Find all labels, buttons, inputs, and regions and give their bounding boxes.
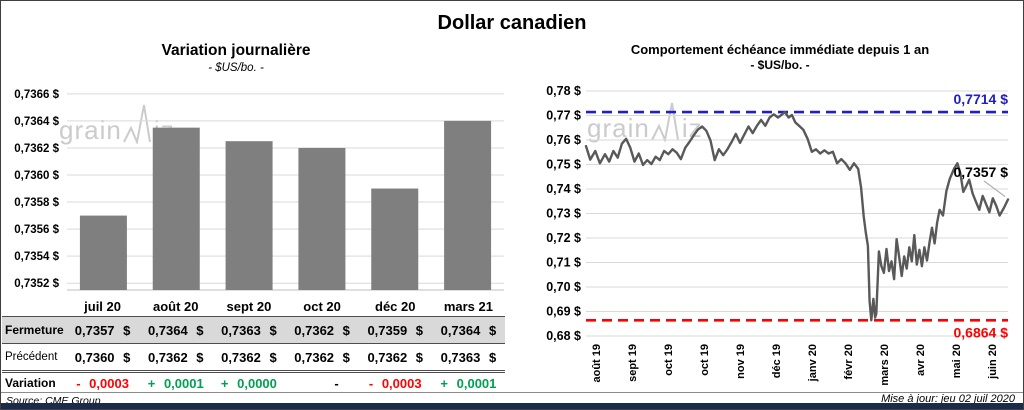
svg-text:déc 19: déc 19	[771, 344, 783, 378]
svg-text:0,73 $: 0,73 $	[546, 207, 581, 221]
table-row-precedent: Précédent 0,7360 $ 0,7362 $ 0,7362 $ 0,7362 …	[2, 344, 505, 373]
row-label-precedent: Précédent	[5, 351, 58, 363]
svg-text:nov 19: nov 19	[735, 344, 747, 379]
update-note: Mise à jour: jeu 02 juil 2020	[881, 393, 1015, 405]
precedent-value: 0,7362 $	[221, 349, 277, 365]
svg-text:janv 20: janv 20	[807, 344, 819, 382]
page-title: Dollar canadien	[437, 12, 587, 34]
variation-value: - 0,0003	[76, 375, 129, 391]
bar-mars 21	[444, 120, 492, 290]
svg-text:0,7356 $: 0,7356 $	[14, 224, 59, 236]
column-header: mars 21	[443, 298, 493, 314]
variation-value: + 0,0001	[440, 375, 497, 391]
column-header: oct 20	[303, 298, 341, 314]
svg-text:avr 20: avr 20	[915, 344, 927, 376]
svg-text:0,74 $: 0,74 $	[546, 182, 581, 196]
right-chart-title: Comportement échéance immédiate depuis 1…	[630, 42, 930, 57]
bar-août 20	[152, 127, 200, 290]
bar-sept 20	[225, 141, 273, 290]
svg-text:juin 20: juin 20	[987, 344, 999, 380]
max-value-label: 0,7714 $	[954, 91, 1009, 107]
svg-text:mars 20: mars 20	[879, 344, 891, 386]
bar-déc 20	[371, 188, 419, 290]
variation-value: + 0,0000	[220, 375, 277, 391]
variation-value: + 0,0001	[147, 375, 204, 391]
fermeture-value: 0,7357 $	[74, 322, 131, 338]
svg-text:0,76 $: 0,76 $	[546, 133, 581, 147]
footer-divider	[1, 392, 1023, 393]
svg-text:0,7352 $: 0,7352 $	[14, 278, 59, 290]
row-label-fermeture: Fermeture	[5, 323, 64, 337]
svg-text:0,69 $: 0,69 $	[546, 305, 581, 319]
precedent-value: 0,7362 $	[147, 349, 204, 365]
column-header: juil 20	[84, 298, 121, 314]
svg-text:0,72 $: 0,72 $	[546, 231, 581, 245]
min-value-label: 0,6864 $	[954, 324, 1009, 340]
svg-text:0,75 $: 0,75 $	[546, 158, 581, 172]
svg-text:0,78 $: 0,78 $	[546, 84, 581, 98]
svg-text:0,7360 $: 0,7360 $	[14, 170, 59, 182]
fermeture-value: 0,7362 $	[294, 322, 350, 338]
fermeture-value: 0,7364 $	[440, 322, 497, 338]
svg-text:oct 19: oct 19	[699, 344, 711, 376]
fermeture-value: 0,7363 $	[221, 322, 277, 338]
svg-text:0,7364 $: 0,7364 $	[14, 116, 59, 128]
table-row-months: juil 20 août 20 sept 20 oct 20 déc 20 mars 21	[2, 296, 505, 316]
variation-value: - 0,0003	[368, 375, 422, 391]
column-header: août 20	[152, 298, 199, 314]
svg-text:0,7358 $: 0,7358 $	[14, 197, 59, 209]
precedent-value: 0,7363 $	[440, 349, 497, 365]
row-label-variation: Variation	[5, 376, 56, 390]
column-header: déc 20	[375, 298, 416, 314]
bottom-accent-bar	[1, 403, 1023, 409]
svg-text:0,77 $: 0,77 $	[546, 109, 581, 123]
svg-text:0,7366 $: 0,7366 $	[14, 89, 59, 101]
variation-value: -	[334, 375, 339, 391]
svg-text:sept 19: sept 19	[627, 344, 639, 382]
column-header: sept 20	[226, 298, 272, 314]
table-row-fermeture: Fermeture 0,7357 $ 0,7364 $ 0,7363 $ 0,7362 …	[2, 316, 505, 344]
left-chart-title: Variation journalière	[161, 42, 311, 59]
bar-oct 20	[298, 147, 346, 290]
svg-text:oct 19: oct 19	[663, 344, 675, 376]
year-behavior-line-chart: 0,78 $ 0,77 $ 0,76 $ 0,75 $ 0,74 $ 0,73 $ 0,72…	[546, 84, 1010, 386]
right-chart-subtitle: - $US/bo. -	[750, 58, 810, 72]
svg-text:0,71 $: 0,71 $	[546, 256, 581, 270]
precedent-value: 0,7362 $	[294, 349, 350, 365]
svg-text:mai 20: mai 20	[951, 344, 963, 378]
svg-text:0,7354 $: 0,7354 $	[14, 251, 59, 263]
svg-text:0,7362 $: 0,7362 $	[14, 143, 59, 155]
svg-text:0,70 $: 0,70 $	[546, 280, 581, 294]
precedent-value: 0,7360 $	[74, 349, 131, 365]
fermeture-value: 0,7359 $	[367, 322, 424, 338]
daily-variation-bar-chart: 0,7366 $ 0,7364 $ 0,7362 $ 0,7360 $ 0,7358 $…	[14, 89, 504, 291]
precedent-value: 0,7362 $	[367, 349, 424, 365]
last-value-label: 0,7357 $	[954, 164, 1009, 180]
table-row-variation: Variation - 0,0003 + 0,0001 + 0,0000 - - 0,00…	[2, 373, 505, 393]
svg-text:août 19: août 19	[591, 344, 603, 383]
contracts-table: juil 20 août 20 sept 20 oct 20 déc 20 mars 21…	[2, 296, 505, 393]
svg-text:0,68 $: 0,68 $	[546, 329, 581, 343]
left-chart-subtitle: - $US/bo. -	[208, 62, 264, 74]
fermeture-value: 0,7364 $	[147, 322, 204, 338]
bar-juil 20	[79, 215, 127, 290]
svg-text:févr 20: févr 20	[843, 344, 855, 379]
